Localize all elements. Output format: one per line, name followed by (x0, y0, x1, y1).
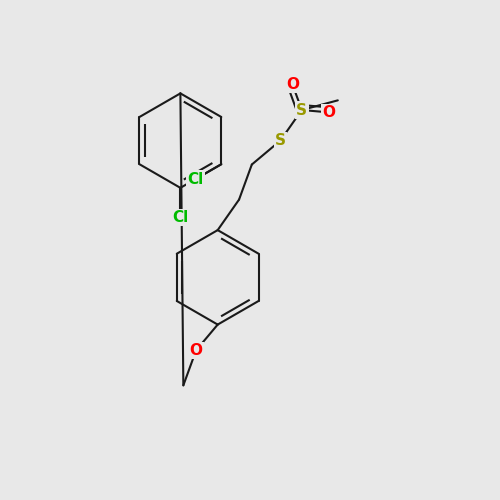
Text: Cl: Cl (188, 172, 204, 186)
Text: Cl: Cl (172, 210, 188, 225)
Text: S: S (275, 133, 286, 148)
Text: O: O (286, 77, 299, 92)
Text: S: S (296, 102, 308, 118)
Text: O: O (322, 105, 336, 120)
Text: O: O (190, 343, 202, 358)
